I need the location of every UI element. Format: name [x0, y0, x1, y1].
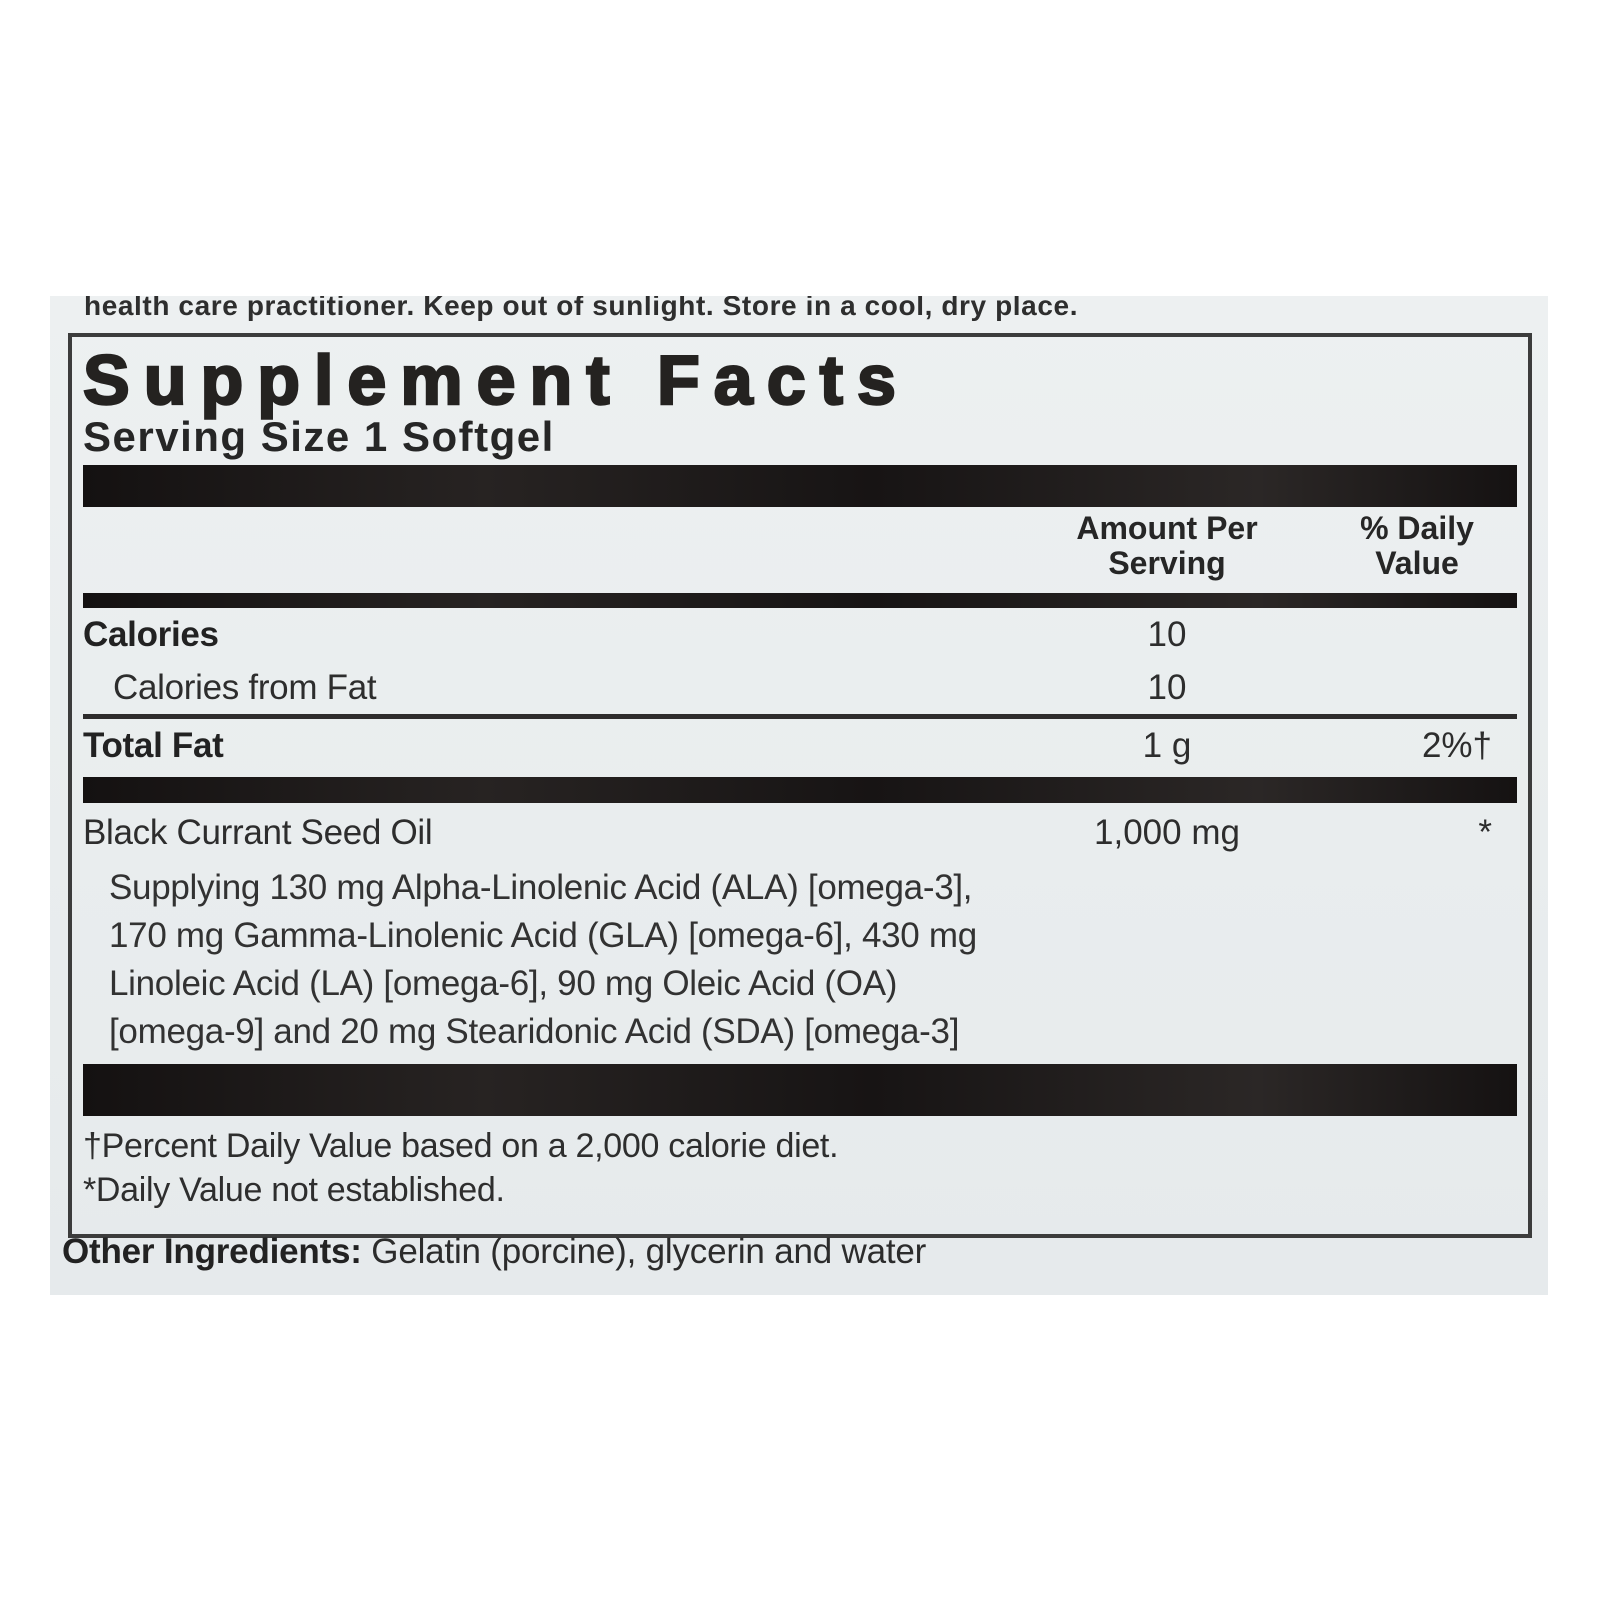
supplement-facts-panel: Supplement Facts Serving Size 1 Softgel … — [68, 333, 1532, 1238]
nutrient-dv: 2%† — [1421, 726, 1492, 765]
separator-bar-bottom — [83, 1064, 1517, 1116]
nutrient-name: Black Currant Seed Oil — [83, 813, 433, 852]
nutrient-amount: 10 — [1147, 668, 1187, 707]
nutrient-name: Total Fat — [83, 726, 224, 765]
column-header-daily-value: % Daily Value — [1317, 511, 1517, 581]
column-header-amount-line2: Serving — [1108, 545, 1226, 581]
column-header-row: Amount Per Serving % Daily Value — [83, 511, 1517, 581]
nutrient-amount: 1,000 mg — [1094, 813, 1240, 852]
column-header-amount: Amount Per Serving — [1017, 511, 1317, 581]
footnotes: †Percent Daily Value based on a 2,000 ca… — [83, 1124, 1517, 1222]
other-ingredients-text: Gelatin (porcine), glycerin and water — [361, 1232, 927, 1271]
separator-bar-top — [83, 465, 1517, 507]
other-ingredients: Other Ingredients: Gelatin (porcine), gl… — [62, 1232, 926, 1272]
nutrient-name: Calories — [83, 615, 219, 654]
separator-bar-header — [83, 593, 1517, 608]
nutrient-amount: 10 — [1147, 615, 1187, 654]
ingredient-detail-line: [omega-9] and 20 mg Stearidonic Acid (SD… — [109, 1012, 960, 1051]
footnote-not-established: *Daily Value not established. — [83, 1171, 505, 1209]
other-ingredients-label: Other Ingredients: — [62, 1232, 362, 1271]
footnote-daily-value: †Percent Daily Value based on a 2,000 ca… — [83, 1127, 839, 1165]
nutrient-dv: * — [1478, 813, 1492, 852]
supplement-label: health care practitioner. Keep out of su… — [50, 296, 1548, 1295]
serving-size: Serving Size 1 Softgel — [83, 413, 555, 460]
ingredient-detail-line: Linoleic Acid (LA) [omega-6], 90 mg Olei… — [109, 964, 898, 1003]
thin-separator — [83, 714, 1517, 719]
supplement-facts-title: Supplement Facts — [82, 341, 910, 419]
table-row-black-currant-seed-oil: Black Currant Seed Oil 1,000 mg * — [83, 803, 1517, 862]
storage-note: health care practitioner. Keep out of su… — [84, 296, 1079, 321]
separator-bar-mid — [83, 777, 1517, 803]
column-header-amount-line1: Amount Per — [1076, 510, 1258, 546]
ingredient-details: Supplying 130 mg Alpha-Linolenic Acid (A… — [83, 864, 1517, 1056]
table-row-calories: Calories 10 — [83, 608, 1517, 661]
ingredient-detail-line: Supplying 130 mg Alpha-Linolenic Acid (A… — [109, 868, 973, 907]
column-header-dv-line1: % Daily — [1360, 510, 1474, 546]
nutrient-amount: 1 g — [1142, 726, 1192, 765]
table-row-calories-from-fat: Calories from Fat 10 — [83, 661, 1517, 714]
table-row-total-fat: Total Fat 1 g 2%† — [83, 719, 1517, 772]
column-header-dv-line2: Value — [1375, 545, 1459, 581]
ingredient-detail-line: 170 mg Gamma-Linolenic Acid (GLA) [omega… — [109, 916, 977, 955]
nutrient-name: Calories from Fat — [113, 668, 377, 707]
